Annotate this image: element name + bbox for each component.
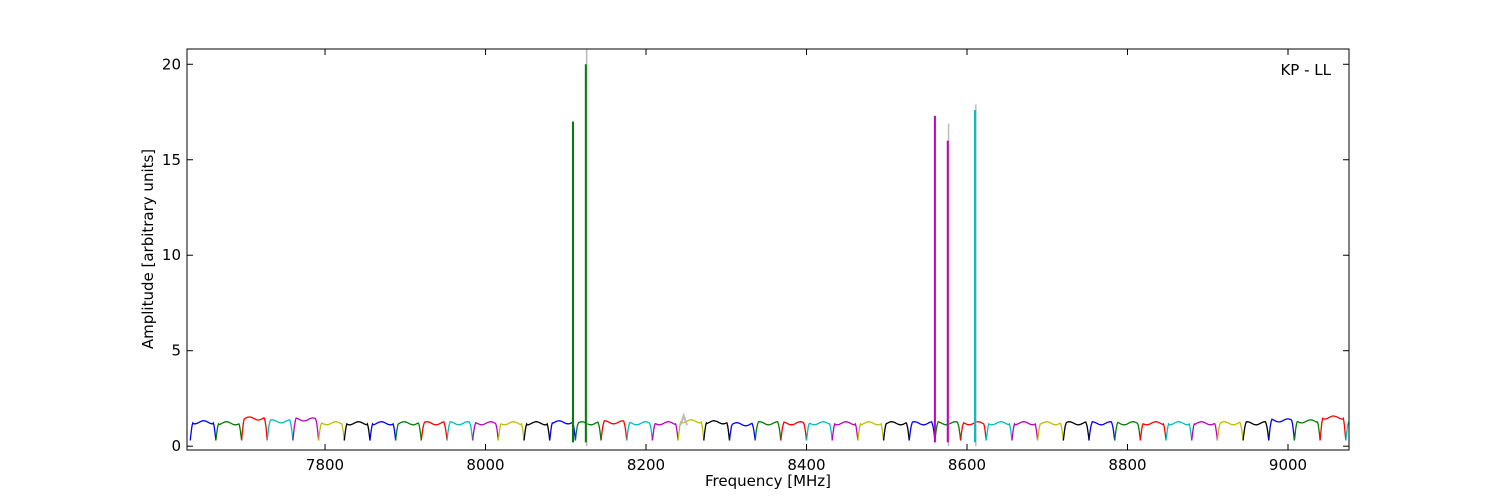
chart-annotation: KP - LL	[1280, 61, 1331, 79]
channel-series	[1088, 420, 1116, 441]
x-axis: 7800 8000 8200 8400 8600 8800 9000	[306, 49, 1307, 474]
channel-series	[574, 421, 602, 441]
channel-series	[1062, 421, 1090, 441]
channel-series	[985, 421, 1013, 441]
channel-series	[1191, 421, 1219, 441]
y-tick-label: 20	[162, 55, 181, 73]
channel-series	[497, 421, 525, 441]
y-tick-label: 0	[171, 437, 181, 455]
channel-series	[1345, 421, 1349, 441]
channel-series	[266, 419, 294, 441]
channel-series	[1293, 419, 1321, 441]
channel-series	[215, 421, 243, 441]
channel-series	[1242, 421, 1270, 441]
channel-series	[754, 420, 782, 441]
channel-series	[677, 419, 705, 441]
channel-series	[805, 421, 833, 441]
shadow-bump	[679, 412, 688, 426]
channel-series	[600, 420, 628, 441]
channel-series	[1036, 421, 1064, 441]
channel-series	[549, 420, 577, 441]
channel-series	[317, 421, 345, 441]
channel-series	[703, 420, 731, 441]
x-tick-label: 8800	[1108, 456, 1146, 474]
channel-series	[1011, 421, 1039, 441]
channel-series	[189, 420, 217, 441]
x-tick-label: 9000	[1269, 456, 1307, 474]
y-axis: 0 5 10 15 20	[162, 55, 1349, 455]
spike-layer	[571, 49, 977, 447]
channel-series	[240, 416, 268, 441]
channel-series	[394, 421, 422, 441]
channel-series	[472, 421, 500, 441]
channel-series	[343, 421, 371, 441]
x-tick-label: 8000	[466, 456, 504, 474]
channel-series	[882, 421, 910, 441]
channel-series	[959, 421, 987, 441]
plot-frame	[186, 48, 1350, 451]
channel-series	[626, 421, 654, 441]
channel-series	[1216, 421, 1244, 441]
channel-series	[908, 421, 936, 441]
y-tick-label: 10	[162, 246, 181, 264]
channel-series	[1268, 418, 1296, 441]
y-axis-title: Amplitude [arbitrary units]	[139, 149, 157, 349]
channel-series	[651, 421, 679, 441]
channel-series	[420, 421, 448, 441]
channel-series	[1319, 415, 1347, 441]
x-tick-label: 7800	[306, 456, 344, 474]
channel-series	[1114, 421, 1142, 441]
x-axis-title: Frequency [MHz]	[705, 472, 831, 490]
series-layer	[189, 415, 1349, 441]
channel-series	[831, 421, 859, 441]
channel-series	[292, 417, 320, 441]
x-tick-label: 8200	[627, 456, 665, 474]
channel-series	[446, 421, 474, 441]
channel-series	[369, 421, 397, 441]
channel-series	[1139, 421, 1167, 441]
channel-series	[857, 421, 885, 441]
channel-series	[523, 421, 551, 441]
channel-series	[728, 422, 756, 441]
x-tick-label: 8600	[948, 456, 986, 474]
y-tick-label: 15	[162, 151, 181, 169]
y-tick-label: 5	[171, 342, 181, 360]
channel-series	[780, 421, 808, 441]
x-tick-label: 8400	[787, 456, 825, 474]
channel-series	[1165, 421, 1193, 441]
